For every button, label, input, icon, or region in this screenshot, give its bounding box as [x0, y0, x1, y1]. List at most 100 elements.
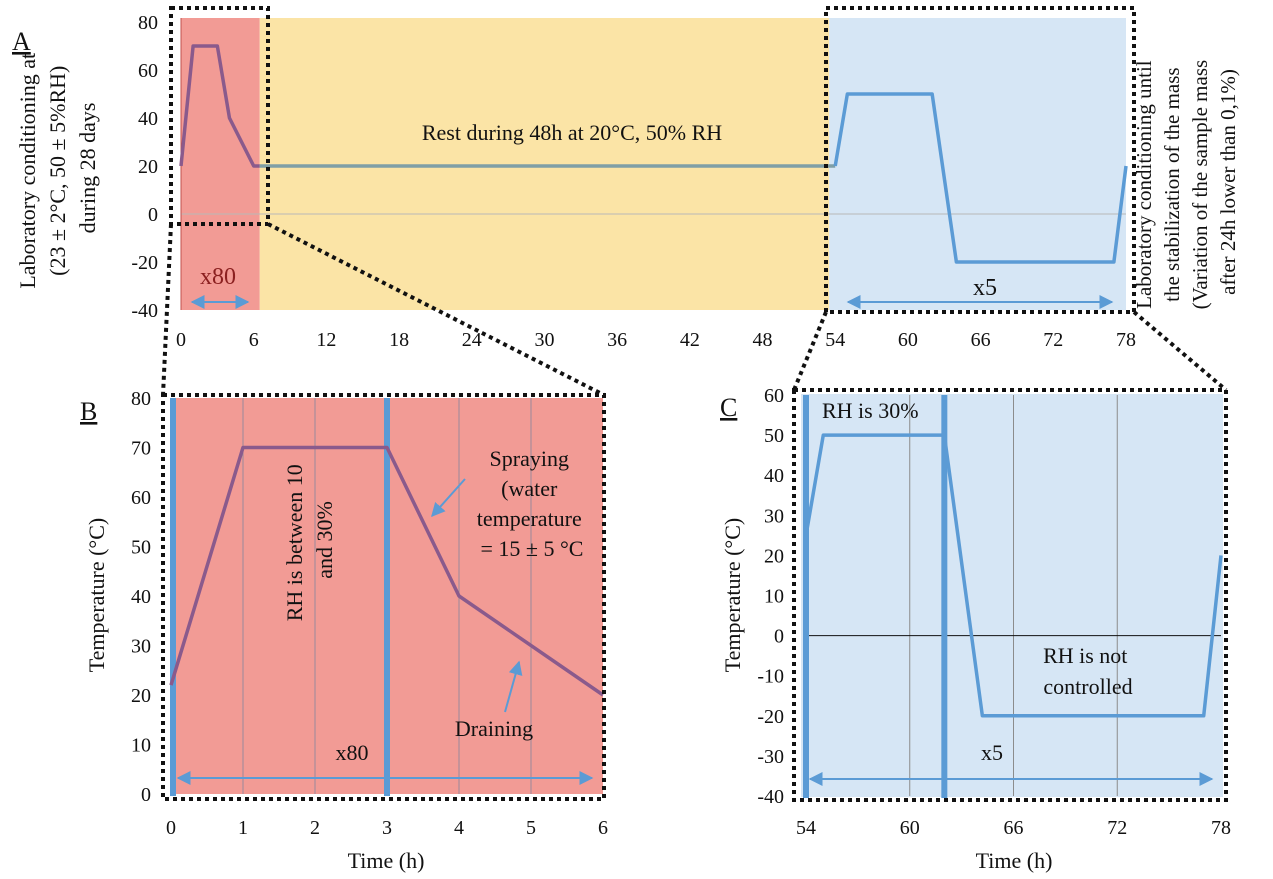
panel-c-x-tick-label: 66 — [1004, 817, 1024, 839]
panel-c-y-tick-label: 0 — [774, 626, 784, 648]
panel-a-y-tick-label: 80 — [138, 12, 158, 34]
panel-b-x-tick-label: 1 — [238, 817, 248, 839]
rest-label: Rest during 48h at 20°C, 50% RH — [422, 120, 722, 145]
panel-a-x-tick-label: 0 — [176, 329, 186, 351]
left-note-line-3: during 28 days — [75, 103, 100, 234]
panel-c-y-tick-label: 30 — [764, 505, 784, 527]
rh-bottom-line-2: controlled — [1043, 674, 1132, 699]
right-note-line-4: after 24h lower than 0,1%) — [1216, 69, 1240, 295]
panel-a-zoom-box-right — [824, 6, 1136, 314]
panel-a-x-tick-label: 12 — [316, 329, 336, 351]
panel-c-y-tick-label: -40 — [757, 786, 784, 808]
panel-b-x-tick-label: 2 — [310, 817, 320, 839]
panel-c-x5-label: x5 — [981, 740, 1003, 765]
rh-note-line-1: RH is between 10 — [282, 464, 307, 621]
panel-b-y-tick-label: 20 — [131, 685, 151, 707]
panel-a-x-tick-label: 18 — [389, 329, 409, 351]
panel-a-x-tick-label: 36 — [607, 329, 627, 351]
panel-b-x-tick-label: 5 — [526, 817, 536, 839]
spraying-line-3: temperature — [477, 506, 582, 531]
panel-c: 60 50 40 30 20 10 0 -10 -20 -30 -40 54 60 66 72 78 C T… — [720, 385, 1231, 873]
panel-a-x-tick-label: 66 — [971, 329, 991, 351]
panel-b-x-axis-title: Time (h) — [348, 848, 425, 873]
panel-b-y-axis-title: Temperature (°C) — [84, 518, 109, 672]
panel-b-y-tick-label: 40 — [131, 586, 151, 608]
zoom-connector-c-right — [1132, 310, 1228, 392]
panel-a-x5-label: x5 — [973, 275, 997, 301]
panel-c-grid — [806, 395, 1221, 796]
panel-c-y-tick-label: 50 — [764, 425, 784, 447]
right-note-line-3: (Variation of the sample mass — [1188, 60, 1212, 310]
zoom-connector-b-left — [161, 223, 173, 396]
panel-c-series-line — [804, 433, 1223, 718]
panel-a-y-tick-label: -40 — [131, 300, 158, 322]
panel-c-y-axis-title: Temperature (°C) — [720, 518, 745, 672]
panel-a-x-tick-label: 60 — [898, 329, 918, 351]
panel-a-y-tick-label: 60 — [138, 60, 158, 82]
panel-a-y-tick-label: 0 — [148, 204, 158, 226]
panel-c-y-tick-label: 60 — [764, 385, 784, 407]
panel-a: 80 60 40 20 0 -20 -40 0 6 12 18 24 30 36 42 48 54 60 66 72… — [12, 6, 1240, 351]
panel-c-x-axis-title: Time (h) — [976, 848, 1053, 873]
panel-b-series-line — [169, 445, 604, 697]
panel-c-background — [801, 394, 1223, 797]
panel-b-y-ticks: 0 10 20 30 40 50 60 70 80 — [131, 388, 151, 806]
panel-c-markers — [803, 395, 948, 798]
spraying-line-4: = 15 ± 5 °C — [481, 536, 584, 561]
panel-a-zoom-box-left — [169, 6, 270, 226]
panel-b-y-tick-label: 10 — [131, 735, 151, 757]
panel-c-y-tick-label: -30 — [757, 746, 784, 768]
panel-b-x-ticks: 0 1 2 3 4 5 6 — [166, 817, 608, 839]
panel-a-y-tick-label: 20 — [138, 156, 158, 178]
panel-c-y-tick-label: -20 — [757, 706, 784, 728]
draining-note: Draining — [455, 716, 533, 741]
panel-c-y-tick-label: 40 — [764, 465, 784, 487]
panel-c-x-ticks: 54 60 66 72 78 — [796, 817, 1231, 839]
panel-a-x80-label: x80 — [200, 264, 236, 290]
panel-b-x80-label: x80 — [336, 740, 369, 765]
panel-c-y-ticks: 60 50 40 30 20 10 0 -10 -20 -30 -40 — [757, 385, 784, 808]
panel-c-y-tick-label: -10 — [757, 666, 784, 688]
panel-b-markers — [170, 398, 390, 796]
left-note-line-2: (23 ± 2°C, 50 ± 5%RH) — [45, 66, 70, 276]
panel-c-rh-top-note: RH is 30% — [822, 398, 919, 423]
panel-c-x-tick-label: 54 — [796, 817, 816, 839]
panel-b-frame — [161, 393, 606, 801]
spraying-note: Spraying (water temperature = 15 ± 5 °C — [477, 446, 588, 561]
panel-c-label: C — [720, 393, 737, 422]
panel-a-y-ticks: 80 60 40 20 0 -20 -40 — [131, 12, 158, 322]
panel-b: 0 10 20 30 40 50 60 70 80 0 1 2 3 4 5 6 B Temperature … — [80, 388, 608, 873]
panel-c-x-tick-label: 60 — [900, 817, 920, 839]
zoom-connector-b-right — [267, 222, 605, 397]
left-note-line-1: Laboratory conditioning at — [15, 53, 40, 289]
panel-a-y-tick-label: -20 — [131, 252, 158, 274]
panel-a-region-1 — [259, 18, 830, 310]
panel-a-x-tick-label: 6 — [249, 329, 259, 351]
panel-c-frame — [792, 388, 1228, 802]
panel-a-label: A — [12, 27, 31, 56]
panel-a-x-tick-label: 72 — [1043, 329, 1063, 351]
panel-b-rh-note: RH is between 10 and 30% — [282, 459, 337, 622]
rh-bottom-line-1: RH is not — [1043, 643, 1127, 668]
spraying-arrow — [431, 478, 466, 518]
panel-a-series-line-0 — [179, 44, 260, 168]
zoom-connector-c-left — [792, 311, 828, 391]
panel-a-x-ticks: 0 6 12 18 24 30 36 42 48 54 60 66 72 78 — [176, 329, 1136, 351]
panel-b-series — [169, 445, 604, 697]
panel-b-y-tick-label: 80 — [131, 388, 151, 410]
panel-a-x-tick-label: 78 — [1116, 329, 1136, 351]
panel-a-x-tick-label: 54 — [825, 329, 845, 351]
spraying-line-1: Spraying — [490, 446, 569, 471]
panel-c-y-tick-label: 20 — [764, 545, 784, 567]
panel-c-x-tick-label: 72 — [1107, 817, 1127, 839]
panel-b-x-tick-label: 6 — [598, 817, 608, 839]
panel-a-left-note: Laboratory conditioning at (23 ± 2°C, 50… — [15, 47, 100, 288]
panel-b-y-tick-label: 70 — [131, 438, 151, 460]
panel-a-x-tick-label: 42 — [680, 329, 700, 351]
panel-b-y-tick-label: 0 — [141, 784, 151, 806]
panel-a-series-line-2 — [833, 92, 1128, 264]
panel-b-x-tick-label: 3 — [382, 817, 392, 839]
spraying-line-2: (water — [501, 476, 558, 501]
panel-a-x-tick-label: 48 — [753, 329, 773, 351]
